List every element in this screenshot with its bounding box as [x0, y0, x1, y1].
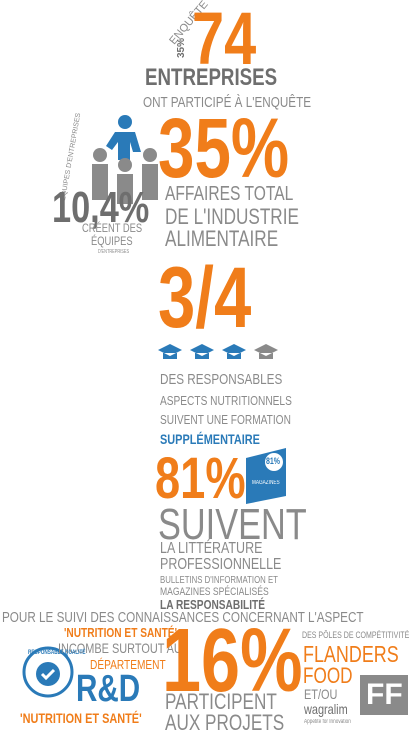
ff: FF: [366, 678, 403, 711]
rd: R&D: [76, 668, 141, 710]
team-icon: [92, 115, 158, 204]
badge-text: MAGAZINES: [252, 480, 280, 486]
text-line: PARTICIPENT: [165, 689, 277, 714]
ff-box: [360, 675, 408, 715]
graduation-caps: [158, 344, 278, 359]
text-line: ET/OU: [304, 686, 338, 702]
text-line: DE L'INDUSTRIE: [165, 204, 299, 229]
quote: 'NUTRITION ET SANTÉ': [64, 625, 177, 640]
rotated-pct: 35%: [176, 37, 187, 58]
big-number: 81%: [155, 446, 246, 511]
text-line: DES RESPONSABLES: [160, 371, 283, 388]
text-line: AUX PROJETS: [165, 710, 285, 735]
verb: SUIVENT: [158, 500, 307, 549]
text-line: PROFESSIONNELLE: [160, 556, 282, 573]
quote: 'NUTRITION ET SANTÉ': [20, 710, 142, 726]
caption: ONT PARTICIPÉ À L'ENQUÊTE: [143, 94, 312, 111]
department: DÉPARTEMENT: [90, 657, 166, 672]
big-number: 16%: [162, 611, 303, 711]
sentence: POUR LE SUIVI DES CONNAISSANCES CONCERNA…: [2, 609, 364, 626]
small-text: BULLETINS D'INFORMATION ET: [160, 575, 278, 586]
highlight: SUPPLÉMENTAIRE: [160, 431, 260, 447]
text-line: LA LITTÉRATURE: [160, 540, 263, 557]
quality-badge: [22, 646, 74, 698]
text-line: CRÉENT DES: [82, 221, 143, 235]
text-line: ALIMENTAIRE: [165, 226, 279, 251]
magazine-icon: [246, 448, 286, 504]
text-line: ÉQUIPES: [91, 234, 133, 248]
small-text: D'ENTREPRISES: [98, 249, 130, 255]
wagralim: wagralim: [304, 701, 348, 717]
big-number: 35%: [158, 101, 290, 195]
big-number: 74: [192, 0, 257, 80]
tagline: Appetite for Innovation: [304, 719, 351, 725]
text-line: SUIVENT UNE FORMATION: [160, 412, 291, 427]
food: FOOD: [303, 663, 353, 688]
badge-pct: 81%: [266, 456, 281, 466]
big-number: 3/4: [158, 250, 252, 346]
badge-text: RESPONSABLE QUALITÉ: [28, 650, 86, 656]
text-line: ASPECTS NUTRITIONNELS: [160, 393, 292, 408]
bold-text: LA RESPONSABILITÉ: [160, 597, 265, 612]
text-line: AFFAIRES TOTAL: [165, 183, 294, 205]
entity: ENTREPRISES: [145, 64, 278, 91]
text-line: INCOMBE SURTOUT AU: [58, 640, 182, 656]
big-number: 10,4%: [52, 183, 150, 232]
small-text: MAGAZINES SPÉCIALISÉS: [160, 586, 269, 598]
flanders: FLANDERS: [303, 641, 399, 667]
small-text: DES PÔLES DE COMPÉTITIVITÉ: [302, 630, 410, 640]
